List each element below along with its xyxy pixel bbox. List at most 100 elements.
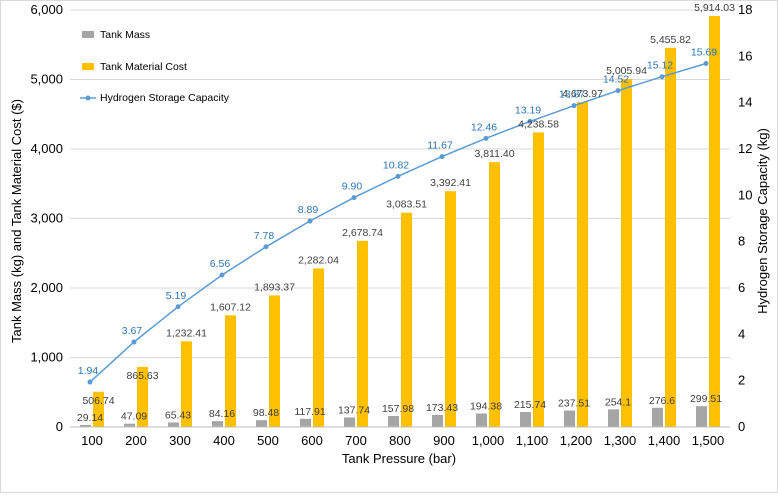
bar-tank-material-cost [357,240,368,427]
point-hydrogen-storage-capacity [659,74,665,80]
label-tank-mass: 98.48 [253,407,279,419]
y2-tick-label: 6 [738,280,745,295]
label-tank-material-cost: 506.74 [82,395,114,407]
y-tick-label: 2,000 [30,280,63,295]
axes: 0 1,000 2,000 3,000 4,000 5,000 6,000 0 2 4 6 8 10 12… [30,2,752,448]
label-hydrogen-storage-capacity: 6.56 [210,258,231,270]
label-tank-material-cost: 865.63 [126,370,158,382]
bar-tank-mass [124,423,135,427]
point-hydrogen-storage-capacity [219,272,225,278]
label-tank-mass: 194.38 [470,400,502,412]
label-tank-material-cost: 3,392.41 [430,177,471,189]
label-tank-mass: 29.14 [77,412,103,424]
x-tick-label: 1,400 [648,433,681,448]
point-hydrogen-storage-capacity [307,218,313,224]
label-tank-material-cost: 4,238.58 [518,118,559,130]
bar-tank-material-cost [401,212,412,427]
label-hydrogen-storage-capacity: 1.94 [78,365,99,377]
bar-tank-mass [168,422,179,427]
x-tick-label: 400 [213,433,235,448]
label-hydrogen-storage-capacity: 8.89 [298,204,319,216]
label-tank-mass: 237.51 [558,397,590,409]
label-tank-mass: 299.51 [690,393,722,405]
label-hydrogen-storage-capacity: 13.19 [515,104,541,116]
bars [80,15,720,428]
x-axis-title: Tank Pressure (bar) [342,451,456,466]
label-tank-material-cost: 2,282.04 [298,254,339,266]
label-tank-mass: 173.43 [426,402,458,414]
point-hydrogen-storage-capacity [439,154,445,160]
point-hydrogen-storage-capacity [703,61,709,67]
bar-tank-mass [300,418,311,427]
bar-tank-mass [608,409,619,427]
bar-tank-material-cost [621,79,632,428]
legend-swatch [82,63,94,70]
bar-tank-mass [520,412,531,427]
label-tank-material-cost: 4,673.97 [562,88,603,100]
point-hydrogen-storage-capacity [615,88,621,94]
legend-label: Tank Material Cost [100,61,187,73]
y-tick-label: 5,000 [30,72,63,87]
y2-tick-label: 10 [738,187,752,202]
label-tank-mass: 117.91 [294,406,325,418]
y-tick-label: 1,000 [30,350,63,365]
label-tank-material-cost: 5,455.82 [650,34,691,46]
bar-tank-mass [696,406,707,427]
point-hydrogen-storage-capacity [395,173,401,179]
y-tick-label: 4,000 [30,141,63,156]
point-hydrogen-storage-capacity [483,135,489,141]
label-hydrogen-storage-capacity: 7.78 [254,230,275,242]
label-hydrogen-storage-capacity: 10.82 [383,159,409,171]
label-hydrogen-storage-capacity: 3.67 [122,325,143,337]
y2-tick-label: 2 [738,373,745,388]
label-hydrogen-storage-capacity: 11.67 [427,140,453,152]
label-hydrogen-storage-capacity: 14.52 [603,74,629,86]
y2-tick-label: 12 [738,141,752,156]
legend: Tank Mass Tank Material Cost Hydrogen Stor… [80,29,230,104]
y2-tick-label: 4 [738,326,745,341]
label-tank-mass: 276.6 [649,395,675,407]
bar-tank-material-cost [269,295,280,427]
x-tick-label: 1,200 [560,433,593,448]
bar-tank-mass [212,421,223,427]
x-tick-label: 700 [345,433,367,448]
bar-tank-mass [476,413,487,427]
label-tank-material-cost: 1,607.12 [210,301,251,313]
legend-label: Tank Mass [100,29,150,41]
label-hydrogen-storage-capacity: 15.12 [647,60,673,72]
bar-tank-material-cost [577,102,588,427]
label-tank-material-cost: 3,083.51 [386,199,427,211]
bar-tank-mass [344,417,355,427]
x-tick-label: 200 [125,433,147,448]
x-tick-label: 1,300 [604,433,637,448]
y-tick-label: 6,000 [30,2,63,17]
label-tank-mass: 157.98 [382,403,414,415]
point-hydrogen-storage-capacity [175,304,181,310]
point-hydrogen-storage-capacity [351,195,357,201]
point-hydrogen-storage-capacity [527,118,533,124]
y2-tick-label: 0 [738,419,745,434]
label-hydrogen-storage-capacity: 5.19 [166,290,187,302]
bar-tank-mass [432,414,443,427]
bar-tank-material-cost [313,268,324,427]
label-tank-mass: 84.16 [209,408,235,420]
label-hydrogen-storage-capacity: 13.87 [559,89,585,101]
y2-tick-label: 16 [738,48,752,63]
y2-tick-label: 8 [738,234,745,249]
label-hydrogen-storage-capacity: 12.46 [471,121,497,133]
legend-label: Hydrogen Storage Capacity [100,92,230,104]
y-axis-title: Tank Mass (kg) and Tank Material Cost ($… [9,99,24,343]
x-tick-label: 100 [81,433,103,448]
data-labels: 29.14 506.74 47.09 865.63 65.43 1,232.41 84.16… [77,2,735,424]
label-tank-material-cost: 1,893.37 [254,281,295,293]
bar-tank-mass [80,424,91,427]
bar-tank-mass [564,410,575,427]
label-tank-material-cost: 1,232.41 [166,327,207,339]
gridlines [70,9,730,358]
bar-tank-mass [388,416,399,427]
bar-tank-material-cost [665,47,676,428]
x-tick-label: 800 [389,433,411,448]
bar-tank-material-cost [533,132,544,427]
